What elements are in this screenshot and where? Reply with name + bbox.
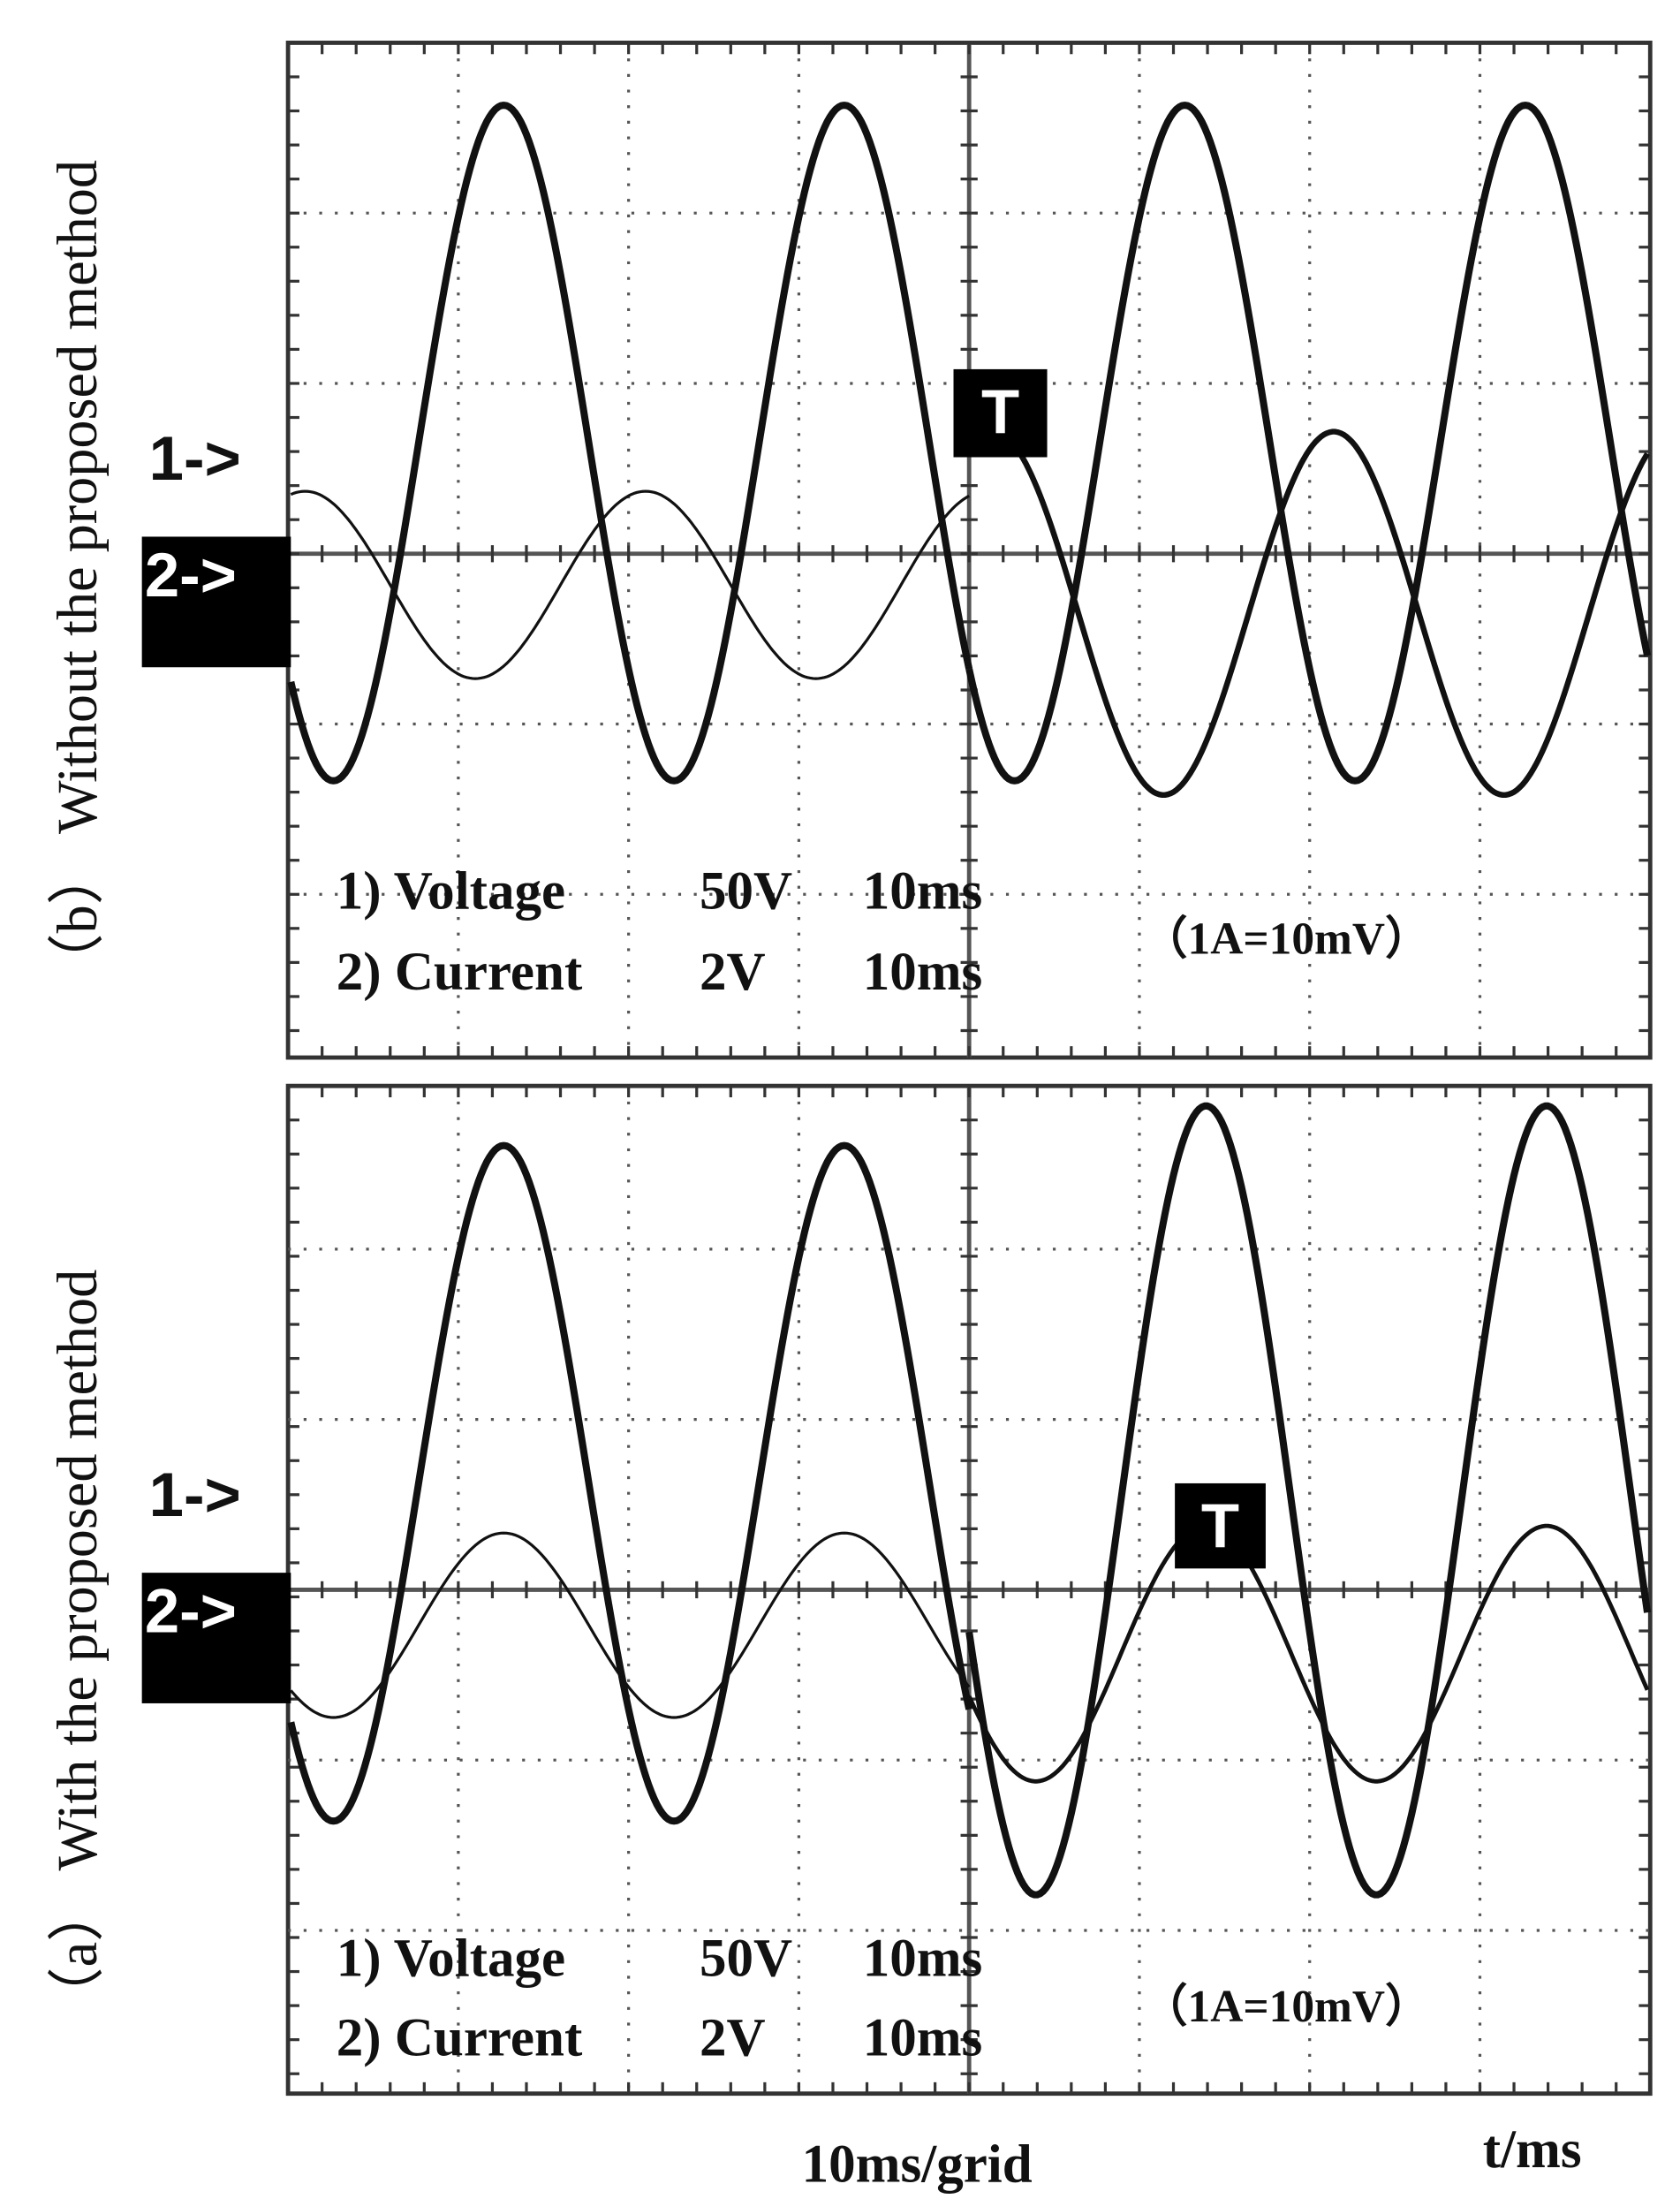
waveform [966,1523,1650,1784]
waveform [966,428,1650,799]
trigger-marker: T [981,376,1019,446]
legend-text: 2V [700,2008,766,2067]
note: （1A=10mV） [1142,1982,1430,2032]
legend-text: 10ms [863,1929,983,1988]
channel-marker: 2-> [145,1576,237,1646]
legend-text: 50V [700,861,792,921]
channel-marker: 2-> [145,540,237,610]
time-scale: 10ms/grid [802,2135,1033,2194]
panel-a [285,1083,1653,2097]
legend-text: 2) Current [337,2008,583,2067]
panel-b [285,41,1653,1060]
waveform [290,489,971,680]
waveform [290,1531,971,1719]
trigger-box [1175,1482,1266,1569]
legend-text: 10ms [863,943,983,1002]
note: （1A=10mV） [1142,914,1430,965]
side-label: （b） Without the proposed method [46,160,109,990]
axis-label: t/ms [1483,2120,1582,2180]
trigger-box [953,368,1048,458]
legend-text: 50V [700,1929,792,1988]
side-label: （a） With the proposed method [46,1270,109,2024]
trigger-marker: T [1201,1490,1239,1560]
legend-text: 2) Current [337,943,583,1002]
channel-marker: 1-> [149,423,241,493]
legend-text: 10ms [863,861,983,921]
legend-text: 10ms [863,2008,983,2067]
channel-marker: 1-> [149,1460,241,1529]
legend-text: 1) Voltage [337,1929,565,1988]
legend-text: 1) Voltage [337,861,565,921]
waveform [287,1141,973,1825]
waveform [965,102,1651,785]
channel-box [141,1573,291,1703]
waveform [965,1102,1652,1899]
legend-text: 2V [700,943,766,1002]
channel-box [141,536,291,668]
waveform [287,102,973,785]
